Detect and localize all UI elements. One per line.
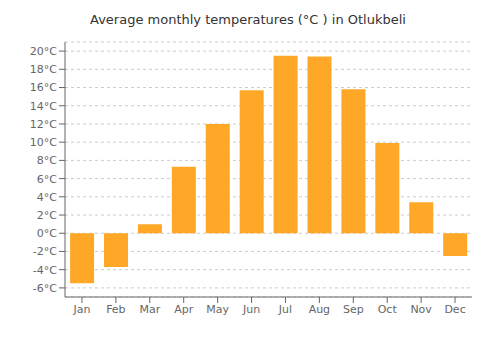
svg-text:12°C: 12°C (30, 118, 57, 131)
svg-text:Nov: Nov (410, 303, 432, 316)
svg-text:Oct: Oct (378, 303, 398, 316)
svg-text:Sep: Sep (343, 303, 364, 316)
svg-text:-2°C: -2°C (33, 245, 57, 258)
svg-text:2°C: 2°C (37, 209, 57, 222)
svg-text:6°C: 6°C (37, 173, 57, 186)
svg-text:Apr: Apr (174, 303, 194, 316)
svg-text:10°C: 10°C (30, 136, 57, 149)
svg-text:20°C: 20°C (30, 45, 57, 58)
svg-text:May: May (206, 303, 229, 316)
svg-text:Dec: Dec (444, 303, 465, 316)
svg-text:Jan: Jan (72, 303, 90, 316)
svg-text:Jul: Jul (278, 303, 292, 316)
svg-text:4°C: 4°C (37, 191, 57, 204)
svg-text:16°C: 16°C (30, 81, 57, 94)
svg-text:18°C: 18°C (30, 63, 57, 76)
svg-text:-4°C: -4°C (33, 264, 57, 277)
svg-text:14°C: 14°C (30, 100, 57, 113)
svg-text:0°C: 0°C (37, 227, 57, 240)
svg-text:Mar: Mar (139, 303, 160, 316)
svg-text:Aug: Aug (309, 303, 330, 316)
svg-text:8°C: 8°C (37, 154, 57, 167)
svg-text:Jun: Jun (242, 303, 260, 316)
svg-text:-6°C: -6°C (33, 282, 57, 295)
svg-text:Feb: Feb (106, 303, 125, 316)
html-text:Average monthly temperatures (: Average monthly temperatures (°C ) in Ot… (90, 12, 406, 27)
